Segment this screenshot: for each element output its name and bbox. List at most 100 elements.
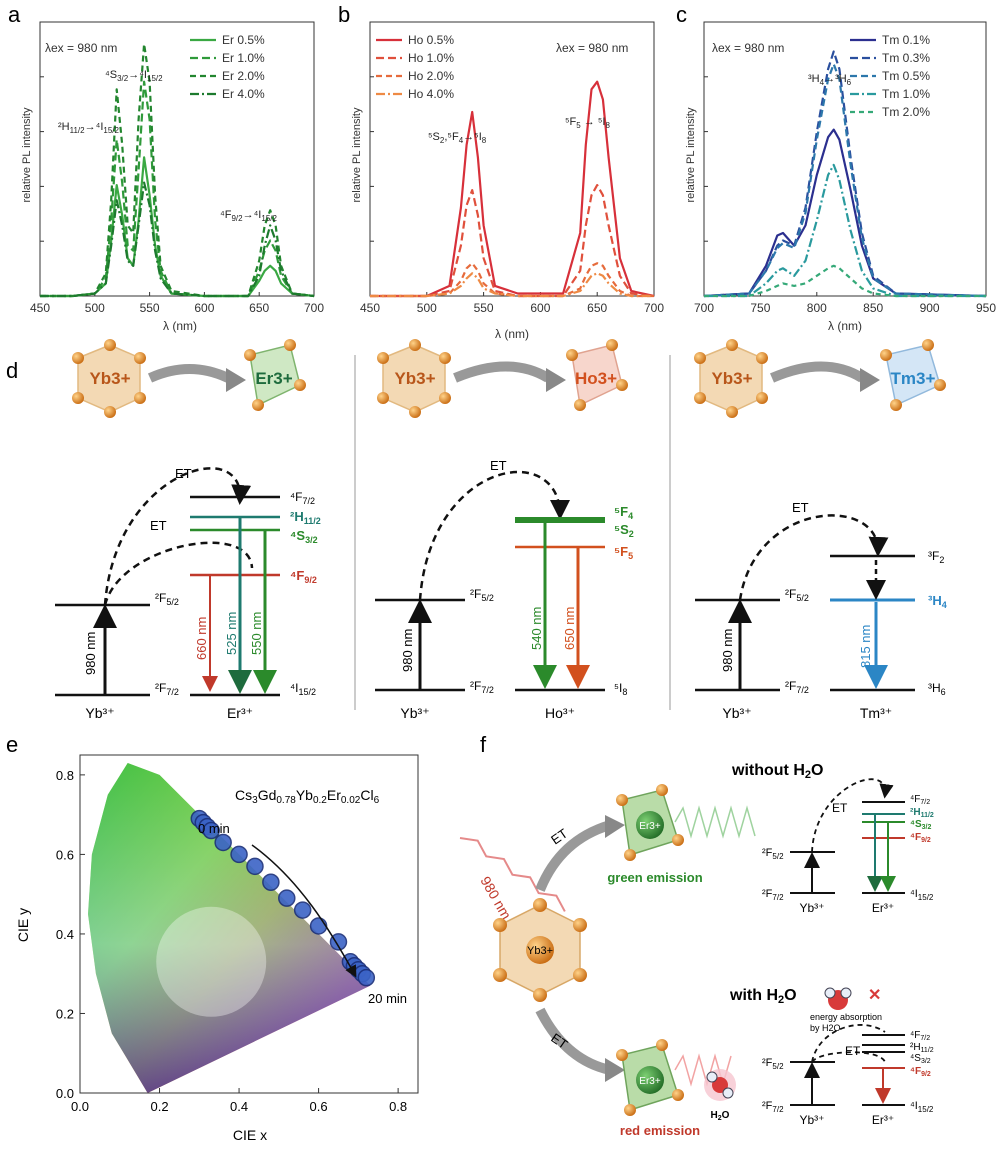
x-tick-label: 450 bbox=[30, 301, 50, 315]
h2o-label: H2O bbox=[711, 1110, 730, 1122]
svg-text:⁴F7/2: ⁴F7/2 bbox=[910, 1030, 930, 1042]
et-arrow-up-icon bbox=[535, 820, 612, 892]
svg-text:Yb³⁺: Yb³⁺ bbox=[799, 1113, 824, 1127]
yb-octahedron-icon: Yb3+ bbox=[377, 339, 451, 418]
y-axis-label-c: relative PL intensity bbox=[685, 107, 697, 202]
x-tick-label: 700 bbox=[694, 301, 714, 315]
svg-text:Yb3+: Yb3+ bbox=[89, 369, 130, 388]
legend-label: Ho 2.0% bbox=[408, 69, 454, 83]
legend-label: Ho 1.0% bbox=[408, 51, 454, 65]
svg-text:Er³⁺: Er³⁺ bbox=[872, 901, 894, 915]
pump-label-d-0: 980 nm bbox=[83, 632, 98, 675]
legend-label: Er 0.5% bbox=[222, 33, 265, 47]
series-line bbox=[704, 163, 986, 298]
ho-tetrahedron-icon: Ho3+ bbox=[566, 339, 628, 411]
y-axis-label-b: relative PL intensity bbox=[351, 107, 363, 202]
series-line bbox=[40, 42, 315, 298]
x-tick-label: 600 bbox=[194, 301, 214, 315]
panel-a: a 450 500 550 600 650 700 relative PL intensi… bbox=[8, 2, 324, 333]
cie-point bbox=[329, 933, 348, 951]
svg-text:²F5/2: ²F5/2 bbox=[785, 587, 809, 603]
y-tick-label: 0.4 bbox=[56, 927, 74, 942]
transfer-arrowhead-icon bbox=[546, 368, 566, 392]
water-molecule-icon bbox=[704, 1069, 736, 1101]
legend-a: Er 0.5% Er 1.0% Er 2.0% Er 4.0% bbox=[190, 33, 265, 101]
pump-label-d-2: 980 nm bbox=[720, 629, 735, 672]
y-axis-label-e: CIE y bbox=[15, 908, 31, 942]
yb-level-upper-d-0: ²F5/2 bbox=[155, 591, 179, 607]
svg-text:⁵I8: ⁵I8 bbox=[614, 681, 627, 697]
svg-text:⁴I15/2: ⁴I15/2 bbox=[290, 681, 316, 697]
svg-text:Tm³⁺: Tm³⁺ bbox=[860, 705, 892, 721]
composition-label: Cs3Gd0.78Yb0.2Er0.02Cl6 bbox=[235, 787, 380, 806]
pump-label-f: 980 nm bbox=[477, 874, 514, 922]
et-label-d-2: ET bbox=[792, 500, 809, 515]
transfer-arrow-icon bbox=[453, 361, 551, 383]
svg-text:⁴F7/2: ⁴F7/2 bbox=[290, 490, 315, 506]
transfer-arrowhead-icon bbox=[226, 368, 246, 392]
x-tick-label: 550 bbox=[140, 301, 160, 315]
legend-label: Er 1.0% bbox=[222, 51, 265, 65]
y-axis-label-a: relative PL intensity bbox=[21, 107, 33, 202]
cie-point bbox=[202, 821, 220, 840]
svg-text:Er3+: Er3+ bbox=[639, 1076, 661, 1087]
svg-text:²F7/2: ²F7/2 bbox=[785, 679, 809, 695]
peak-label-c-0: ³H4→³H6 bbox=[808, 73, 852, 87]
legend-label: Ho 4.0% bbox=[408, 87, 454, 101]
panel-d: d Yb3+ Er3+ 980 nm ²F5/2 bbox=[6, 339, 947, 721]
er-green-tetrahedron-icon: Er3+ bbox=[616, 784, 684, 861]
svg-text:Yb³⁺: Yb³⁺ bbox=[400, 705, 429, 721]
svg-text:Er3+: Er3+ bbox=[639, 821, 661, 832]
svg-text:Er3+: Er3+ bbox=[255, 369, 292, 388]
red-emission-label: red emission bbox=[620, 1123, 700, 1138]
series-lines-c bbox=[703, 50, 987, 298]
et-label-d-0b: ET bbox=[150, 518, 167, 533]
x-axis-label-a: λ (nm) bbox=[163, 319, 197, 333]
legend-b: Ho 0.5% Ho 1.0% Ho 2.0% Ho 4.0% bbox=[376, 33, 454, 101]
peak-label-a-1: ⁴S3/2→⁴I15/2 bbox=[105, 69, 163, 83]
x-tick-label: 850 bbox=[863, 301, 883, 315]
er-tetrahedron-icon: Er3+ bbox=[244, 339, 306, 411]
svg-text:Yb3+: Yb3+ bbox=[527, 945, 553, 957]
x-ticks-c: 700 750 800 850 900 950 bbox=[694, 76, 996, 315]
et-label-d-0a: ET bbox=[175, 466, 192, 481]
x-tick-label: 450 bbox=[360, 301, 380, 315]
with-h2o-title: with H2O bbox=[729, 987, 797, 1006]
cie-point bbox=[309, 917, 328, 935]
svg-text:⁴F9/2: ⁴F9/2 bbox=[910, 1066, 931, 1078]
x-ticks-a: 450 500 550 600 650 700 bbox=[30, 76, 324, 315]
emission-label-660: 660 nm bbox=[194, 617, 209, 660]
svg-text:Ho³⁺: Ho³⁺ bbox=[545, 705, 575, 721]
subpanel-er: Yb3+ Er3+ 980 nm ²F5/2 ²F7/2 ET ET bbox=[55, 339, 321, 721]
svg-text:²F7/2: ²F7/2 bbox=[762, 888, 784, 902]
green-emission-label: green emission bbox=[607, 870, 702, 885]
legend-label: Tm 1.0% bbox=[882, 87, 930, 101]
legend-label: Er 2.0% bbox=[222, 69, 265, 83]
x-tick-label: 700 bbox=[304, 301, 324, 315]
yb-octahedron-icon: Yb3+ bbox=[694, 339, 768, 418]
panel-letter-a: a bbox=[8, 2, 21, 27]
legend-c: Tm 0.1% Tm 0.3% Tm 0.5% Tm 1.0% Tm 2.0% bbox=[850, 33, 930, 119]
peak-label-b-1: ⁵F5 → ⁵I8 bbox=[565, 116, 610, 130]
series-lines-b bbox=[370, 80, 655, 298]
x-tick-label: 0.4 bbox=[230, 1099, 248, 1114]
plot-frame-e bbox=[79, 754, 419, 1094]
series-line bbox=[703, 62, 987, 298]
x-tick-label: 0.8 bbox=[389, 1099, 407, 1114]
series-line bbox=[40, 80, 315, 298]
without-h2o-title: without H2O bbox=[731, 762, 823, 781]
svg-text:²F7/2: ²F7/2 bbox=[470, 679, 494, 695]
series-line bbox=[370, 272, 654, 298]
emission-label-815: 815 nm bbox=[858, 625, 873, 668]
series-line bbox=[703, 128, 987, 298]
panel-letter-f: f bbox=[480, 732, 487, 757]
x-tick-label: 0.2 bbox=[150, 1099, 168, 1114]
svg-text:⁴I15/2: ⁴I15/2 bbox=[910, 1100, 934, 1114]
y-tick-label: 0.8 bbox=[56, 768, 74, 783]
x-axis-label-c: λ (nm) bbox=[828, 319, 862, 333]
emission-label-540: 540 nm bbox=[529, 607, 544, 650]
svg-text:⁴F9/2: ⁴F9/2 bbox=[910, 832, 931, 844]
svg-text:⁵S2: ⁵S2 bbox=[614, 522, 634, 539]
y-tick-label: 0.6 bbox=[56, 847, 74, 862]
transfer-arrow-icon bbox=[770, 361, 865, 383]
